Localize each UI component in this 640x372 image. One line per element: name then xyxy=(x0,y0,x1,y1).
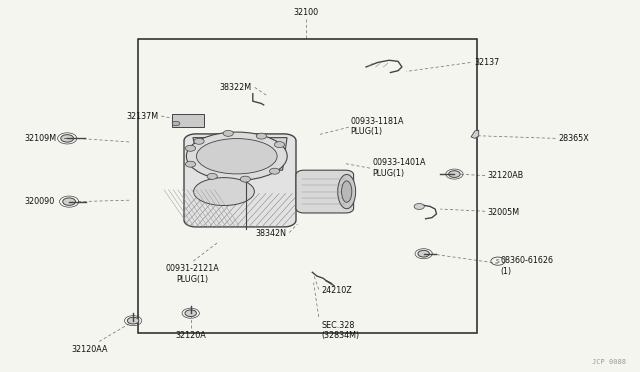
Circle shape xyxy=(240,176,250,182)
Text: 00931-2121A
PLUG(1): 00931-2121A PLUG(1) xyxy=(165,264,219,283)
Text: 28365X: 28365X xyxy=(558,134,589,143)
Polygon shape xyxy=(471,130,479,138)
Text: 32137: 32137 xyxy=(475,58,500,67)
Text: 24210Z: 24210Z xyxy=(321,286,352,295)
Ellipse shape xyxy=(196,138,277,174)
Text: 32120AA: 32120AA xyxy=(71,345,108,354)
Text: 320090: 320090 xyxy=(24,197,54,206)
Text: JCP 0088: JCP 0088 xyxy=(592,359,626,365)
Ellipse shape xyxy=(186,132,287,180)
Text: 38322M: 38322M xyxy=(220,83,252,92)
Circle shape xyxy=(63,198,76,205)
Circle shape xyxy=(194,138,204,144)
Text: 38342N: 38342N xyxy=(256,229,287,238)
Text: 00933-1181A
PLUG(1): 00933-1181A PLUG(1) xyxy=(351,117,404,136)
Text: S: S xyxy=(496,259,500,264)
Polygon shape xyxy=(193,138,287,170)
Ellipse shape xyxy=(193,178,255,205)
Text: SEC.328
(32834M): SEC.328 (32834M) xyxy=(321,321,360,340)
Circle shape xyxy=(269,168,280,174)
Ellipse shape xyxy=(338,174,356,209)
Text: 08360-61626
(1): 08360-61626 (1) xyxy=(500,256,554,276)
Text: 32120AB: 32120AB xyxy=(488,171,524,180)
Circle shape xyxy=(414,203,424,209)
Circle shape xyxy=(186,145,196,151)
Bar xyxy=(172,114,204,127)
Bar xyxy=(138,39,477,333)
Circle shape xyxy=(185,310,196,317)
Polygon shape xyxy=(184,134,296,227)
Circle shape xyxy=(275,142,285,148)
Circle shape xyxy=(186,161,196,167)
Circle shape xyxy=(418,250,429,257)
Polygon shape xyxy=(184,134,296,227)
Text: 32005M: 32005M xyxy=(488,208,520,217)
Circle shape xyxy=(256,133,267,139)
Circle shape xyxy=(61,135,74,142)
Circle shape xyxy=(127,317,139,324)
Circle shape xyxy=(223,130,234,136)
Text: 32137M: 32137M xyxy=(127,112,159,121)
Text: 32109M: 32109M xyxy=(24,134,56,143)
Circle shape xyxy=(207,173,217,179)
Ellipse shape xyxy=(342,181,352,202)
Text: 32120A: 32120A xyxy=(175,331,206,340)
Polygon shape xyxy=(296,170,354,213)
Text: 00933-1401A
PLUG(1): 00933-1401A PLUG(1) xyxy=(372,158,426,178)
Circle shape xyxy=(449,171,460,177)
Text: 32100: 32100 xyxy=(293,8,319,17)
Circle shape xyxy=(172,121,180,126)
